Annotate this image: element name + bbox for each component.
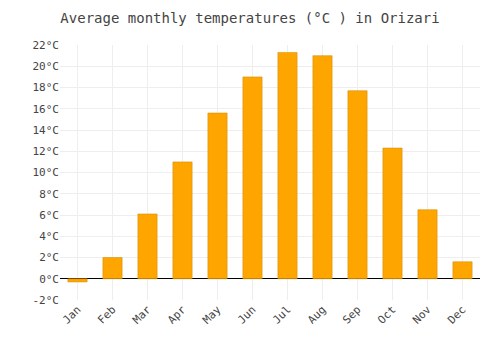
svg-text:Oct: Oct [375,303,398,326]
svg-text:10°C: 10°C [33,166,60,179]
svg-text:8°C: 8°C [39,188,59,201]
svg-text:Aug: Aug [305,303,328,326]
svg-text:12°C: 12°C [33,145,60,158]
svg-text:6°C: 6°C [39,209,59,222]
svg-text:18°C: 18°C [33,81,60,94]
svg-text:Mar: Mar [130,303,154,327]
svg-text:Apr: Apr [165,303,189,327]
svg-text:16°C: 16°C [33,103,60,116]
svg-text:Jan: Jan [60,303,83,326]
svg-text:Dec: Dec [445,303,468,326]
svg-text:Nov: Nov [410,303,434,327]
svg-text:0°C: 0°C [39,273,59,286]
svg-text:Sep: Sep [340,303,363,326]
svg-text:14°C: 14°C [33,124,60,137]
svg-text:-2°C: -2°C [33,294,60,307]
svg-text:20°C: 20°C [33,60,60,73]
svg-text:Feb: Feb [95,303,118,326]
svg-text:Jun: Jun [235,303,258,326]
svg-text:Average monthly temperatures (: Average monthly temperatures (°C ) in Or… [60,10,439,26]
svg-text:Jul: Jul [270,303,293,326]
svg-text:4°C: 4°C [39,230,59,243]
svg-text:May: May [200,303,224,327]
svg-text:22°C: 22°C [33,39,60,52]
svg-text:2°C: 2°C [39,251,59,264]
